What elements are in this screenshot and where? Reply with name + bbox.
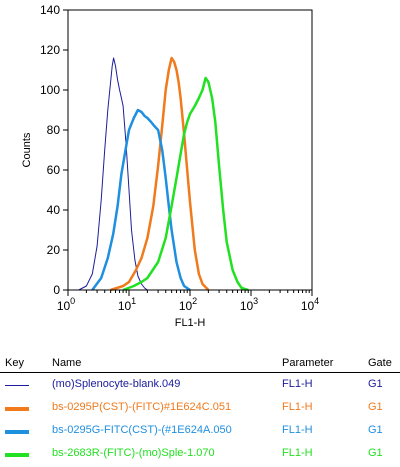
key-row-gate: G1 [368, 447, 383, 459]
header-gate: Gate [368, 357, 392, 369]
x-tick-label: 103 [240, 296, 258, 313]
x-tick-exponent: 1 [131, 296, 136, 306]
key-row: bs-2683R-(FITC)-(mo)Sple-1.070 FL1-H G1 [0, 444, 400, 467]
y-axis-ticks: 0 20 40 60 80 100 120 140 [40, 3, 68, 297]
key-row-gate: G1 [368, 378, 383, 390]
legend-key-table: Key Name Parameter Gate (mo)Splenocyte-b… [0, 355, 400, 467]
series-line-1 [78, 57, 154, 291]
key-row: (mo)Splenocyte-blank.049 FL1-H G1 [0, 375, 400, 398]
x-axis-ticks: 100 101 102 103 104 [57, 290, 319, 313]
header-key: Key [5, 357, 24, 369]
x-tick-label: 102 [179, 296, 197, 313]
y-tick-label: 20 [47, 243, 61, 257]
key-row-parameter: FL1-H [282, 447, 313, 459]
x-tick-exponent: 2 [192, 296, 197, 306]
x-tick-label: 104 [301, 296, 319, 313]
y-tick-label: 120 [40, 43, 60, 57]
x-tick-exponent: 4 [314, 296, 319, 306]
x-tick-base: 10 [240, 299, 254, 313]
x-axis-label: FL1-H [175, 317, 206, 329]
x-tick-base: 10 [118, 299, 132, 313]
key-row-parameter: FL1-H [282, 424, 313, 436]
series-layer [78, 56, 249, 292]
key-swatch [5, 430, 29, 434]
key-row-name: bs-2683R-(FITC)-(mo)Sple-1.070 [52, 447, 215, 459]
key-row-name: bs-0295G-FITC(CST)-(#1E624A.050 [52, 424, 232, 436]
y-tick-label: 80 [47, 123, 61, 137]
header-parameter: Parameter [282, 357, 334, 369]
series-line-2 [110, 56, 210, 292]
x-tick-base: 10 [179, 299, 193, 313]
key-row-parameter: FL1-H [282, 401, 313, 413]
key-row-gate: G1 [368, 401, 383, 413]
x-tick-base: 10 [57, 299, 71, 313]
y-tick-label: 40 [47, 203, 61, 217]
x-tick-label: 100 [57, 296, 75, 313]
key-row-parameter: FL1-H [282, 378, 313, 390]
key-row-name: (mo)Splenocyte-blank.049 [52, 378, 181, 390]
key-swatch [5, 453, 29, 457]
y-tick-label: 60 [47, 163, 61, 177]
key-row: bs-0295P(CST)-(FITC)#1E624C.051 FL1-H G1 [0, 398, 400, 421]
y-axis-label: Counts [21, 132, 33, 167]
key-row-name: bs-0295P(CST)-(FITC)#1E624C.051 [52, 401, 232, 413]
key-row: bs-0295G-FITC(CST)-(#1E624A.050 FL1-H G1 [0, 421, 400, 444]
y-tick-label: 0 [53, 283, 60, 297]
plot-frame [67, 9, 313, 291]
x-tick-label: 101 [118, 296, 136, 313]
series-line-3 [91, 108, 191, 292]
header-divider [0, 372, 400, 373]
x-tick-exponent: 0 [70, 296, 75, 306]
key-row-gate: G1 [368, 424, 383, 436]
y-tick-label: 140 [40, 3, 60, 17]
series-line-4 [122, 76, 249, 292]
x-tick-exponent: 3 [253, 296, 258, 306]
key-table-header: Key Name Parameter Gate [0, 355, 400, 373]
header-name: Name [52, 357, 82, 369]
key-table-rows: (mo)Splenocyte-blank.049 FL1-H G1 bs-0295P(… [0, 375, 400, 467]
x-tick-base: 10 [301, 299, 315, 313]
key-swatch [5, 385, 29, 386]
key-swatch [5, 407, 29, 411]
y-tick-label: 100 [40, 83, 60, 97]
